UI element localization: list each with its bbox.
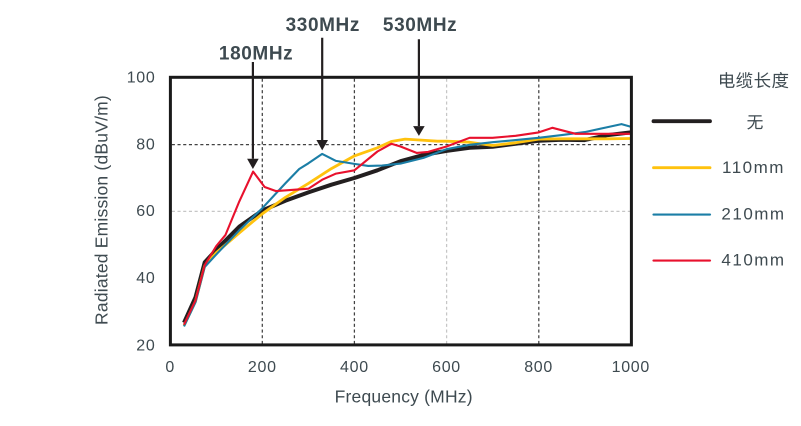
svg-text:1000: 1000 — [612, 359, 650, 376]
svg-text:600: 600 — [432, 359, 461, 376]
svg-text:20: 20 — [136, 337, 155, 354]
svg-text:40: 40 — [136, 270, 155, 287]
svg-text:200: 200 — [248, 359, 277, 376]
svg-text:180MHz: 180MHz — [219, 43, 293, 64]
svg-text:330MHz: 330MHz — [286, 15, 360, 36]
svg-text:210mm: 210mm — [721, 205, 785, 224]
svg-text:530MHz: 530MHz — [383, 15, 457, 36]
svg-text:Radiated Emission (dBuV/m): Radiated Emission (dBuV/m) — [92, 95, 112, 325]
svg-text:Frequency (MHz): Frequency (MHz) — [335, 387, 473, 407]
svg-text:80: 80 — [136, 136, 155, 153]
svg-text:110mm: 110mm — [722, 158, 785, 177]
svg-text:0: 0 — [165, 359, 175, 376]
svg-text:800: 800 — [524, 359, 553, 376]
svg-text:100: 100 — [127, 69, 156, 86]
svg-text:400: 400 — [340, 359, 369, 376]
svg-text:410mm: 410mm — [721, 251, 785, 270]
svg-text:60: 60 — [136, 203, 155, 220]
